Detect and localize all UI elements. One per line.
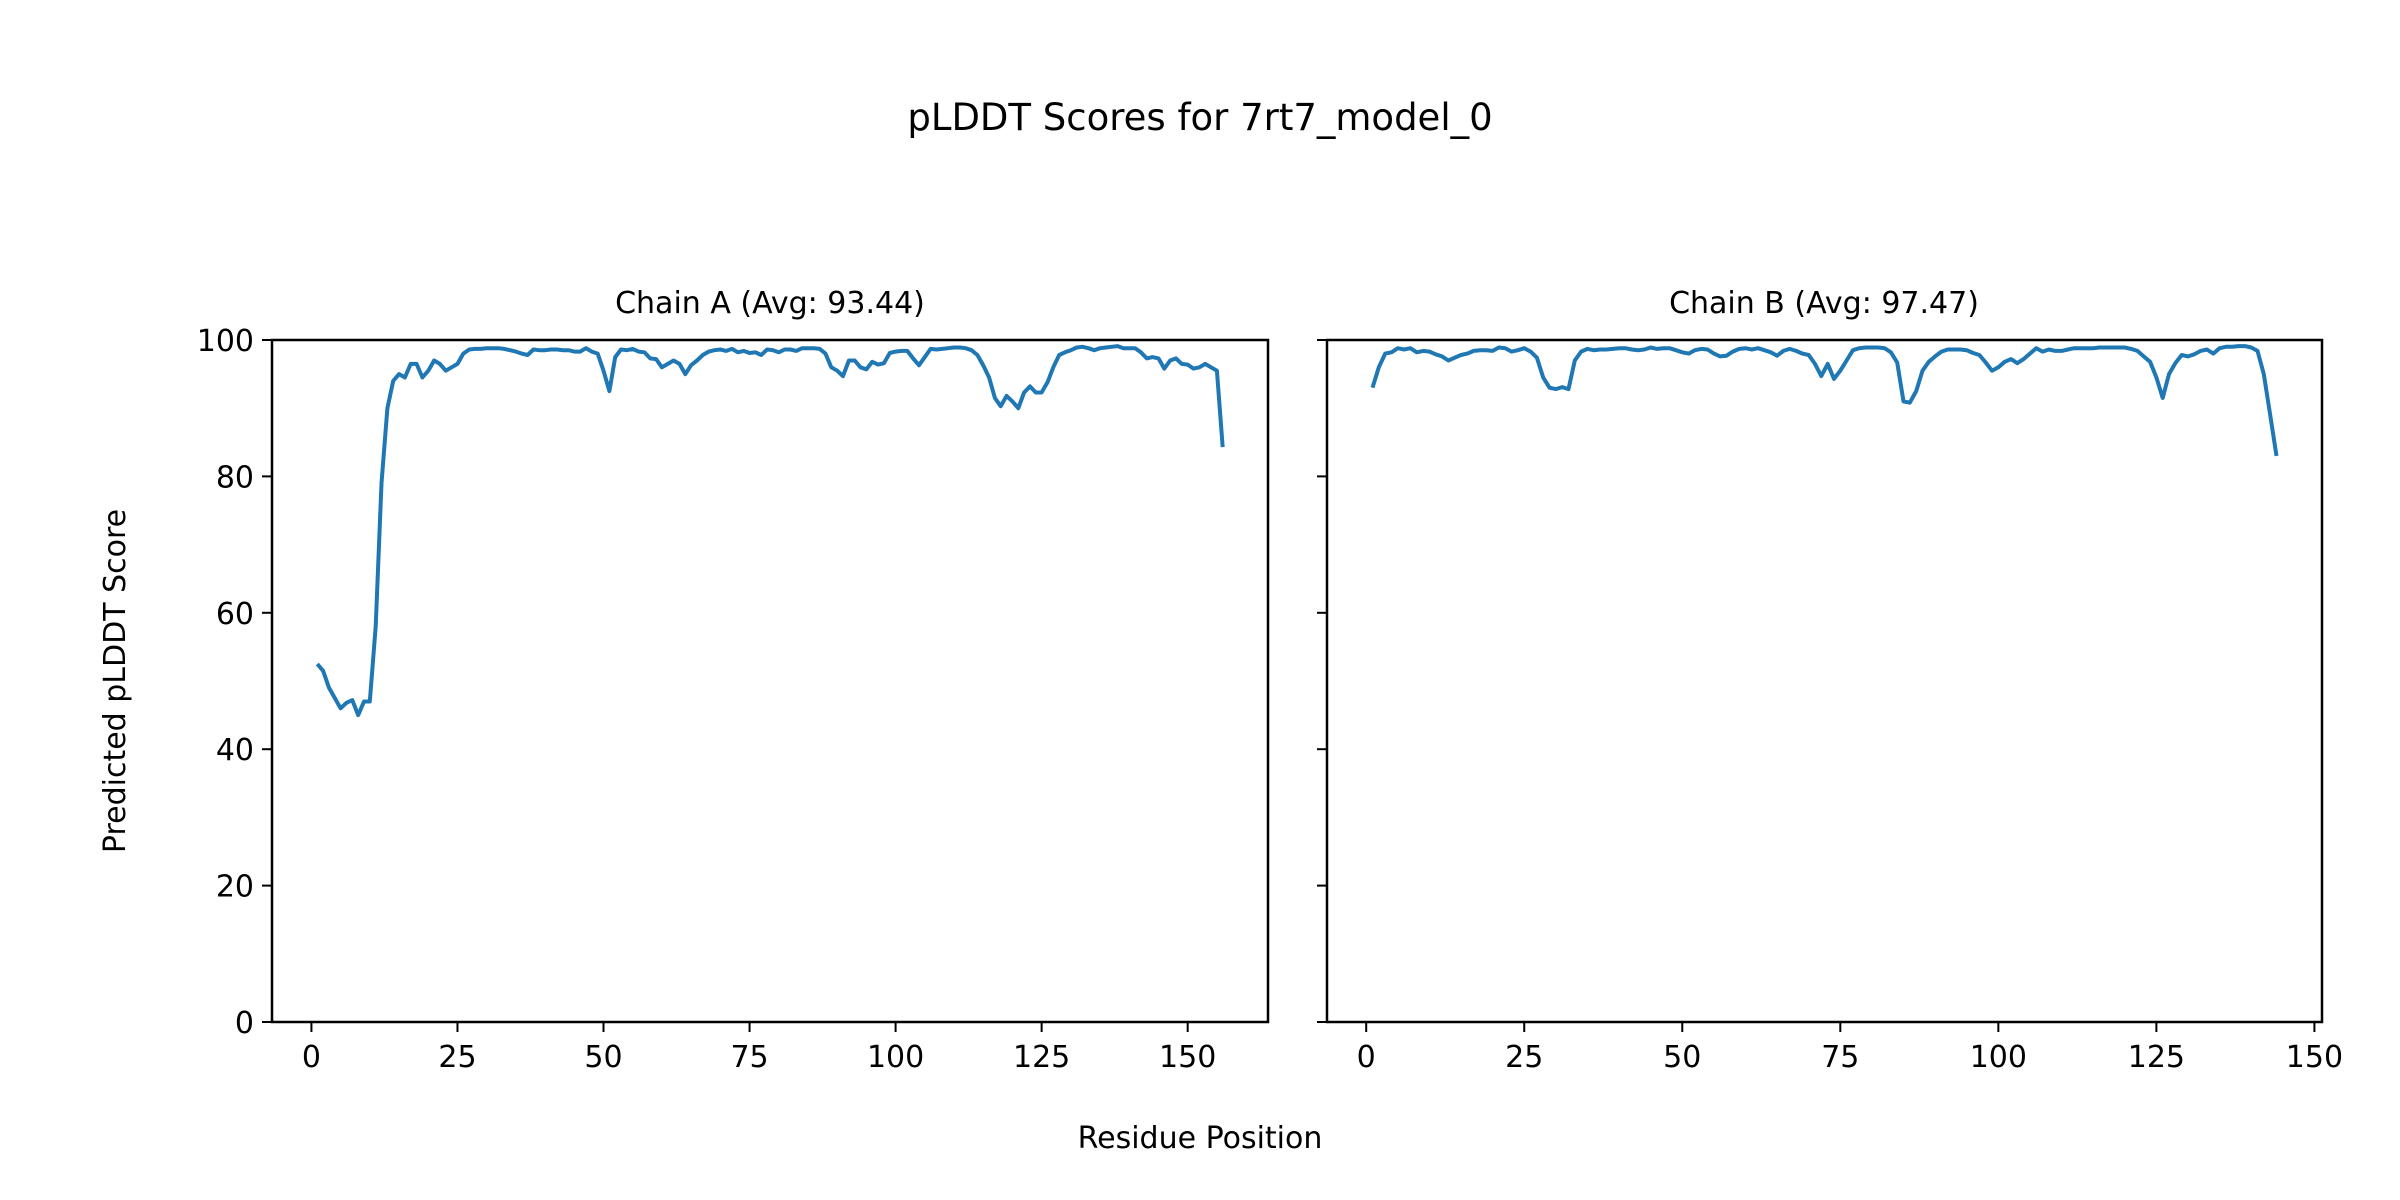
y-tick-label: 20 [216, 870, 254, 905]
x-tick-label: 100 [867, 1040, 924, 1075]
plddt-line-series [1370, 344, 2279, 457]
x-tick-label: 50 [584, 1040, 622, 1075]
x-tick-label: 0 [302, 1040, 321, 1075]
axes-frame [270, 338, 1270, 1024]
y-tick-label: 0 [235, 1006, 254, 1041]
chain-b-title: Chain B (Avg: 97.47) [1669, 286, 1979, 321]
x-tick-label: 25 [1505, 1040, 1543, 1075]
x-tick-label: 125 [1013, 1040, 1070, 1075]
y-tick-label: 100 [197, 324, 254, 359]
chain-b-panel: Chain B (Avg: 97.47) 0 25 50 75 100 125 150 [1317, 286, 2343, 1075]
x-tick-label: 50 [1663, 1040, 1701, 1075]
y-tick-label: 80 [216, 460, 254, 495]
x-tick-label: 75 [730, 1040, 768, 1075]
x-tick-label: 75 [1821, 1040, 1859, 1075]
x-tick-label: 100 [1970, 1040, 2027, 1075]
axes-frame [1325, 338, 2324, 1024]
chain-a-panel: Chain A (Avg: 93.44) 0 25 50 75 100 125 150 0 20… [197, 286, 1270, 1075]
x-tick-label: 150 [1159, 1040, 1216, 1075]
y-tick-label: 60 [216, 597, 254, 632]
x-tick-label: 150 [2286, 1040, 2343, 1075]
figure-title: pLDDT Scores for 7rt7_model_0 [907, 96, 1492, 139]
x-tick-label: 125 [2128, 1040, 2185, 1075]
x-tick-label: 25 [438, 1040, 476, 1075]
y-axis-label: Predicted pLDDT Score [98, 509, 133, 853]
chain-a-title: Chain A (Avg: 93.44) [615, 286, 925, 321]
y-tick-label: 40 [216, 733, 254, 768]
x-tick-label: 0 [1357, 1040, 1376, 1075]
x-axis-label: Residue Position [1078, 1121, 1323, 1156]
plddt-line-series [315, 344, 1225, 718]
